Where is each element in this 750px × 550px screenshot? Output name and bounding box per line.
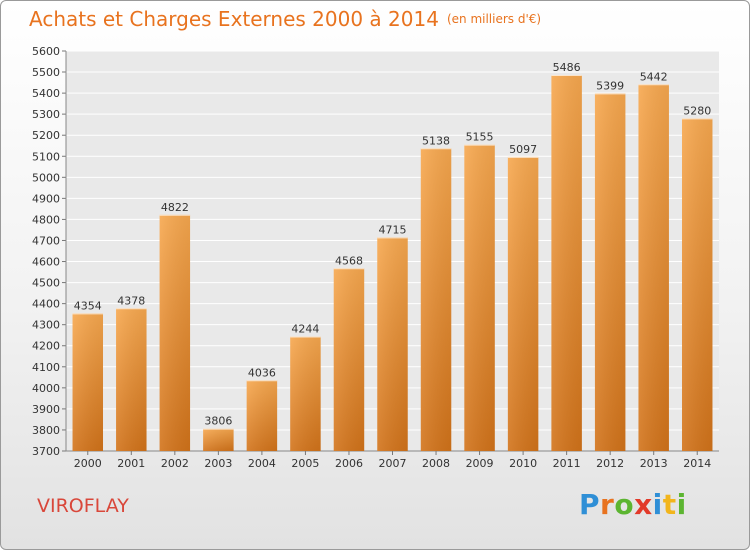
bar-shade <box>116 308 147 451</box>
y-tick-label: 5000 <box>32 171 60 184</box>
y-tick-label: 3700 <box>32 445 60 458</box>
x-tick-label: 2005 <box>291 457 319 470</box>
y-tick-label: 4700 <box>32 234 60 247</box>
x-tick-label: 2009 <box>466 457 494 470</box>
x-tick-label: 2007 <box>379 457 407 470</box>
logo-letter: P <box>579 488 601 521</box>
logo-letter: t <box>662 488 677 521</box>
x-tick-label: 2013 <box>640 457 668 470</box>
bar-shade <box>203 428 234 451</box>
x-tick-label: 2012 <box>596 457 624 470</box>
y-tick-label: 5500 <box>32 66 60 79</box>
value-label: 5138 <box>422 134 450 147</box>
y-tick-label: 4100 <box>32 361 60 374</box>
chart-title-text: Achats et Charges Externes 2000 à 2014 <box>29 7 439 31</box>
value-label: 4715 <box>379 223 407 236</box>
city-name: VIROFLAY <box>37 495 129 517</box>
x-tick-label: 2010 <box>509 457 537 470</box>
y-tick-label: 4400 <box>32 298 60 311</box>
bar-shade <box>246 380 278 451</box>
x-tick-label: 2008 <box>422 457 450 470</box>
value-label: 4378 <box>117 294 145 307</box>
value-label: 3806 <box>204 415 232 428</box>
value-label: 5399 <box>596 79 624 92</box>
x-tick-label: 2003 <box>204 457 232 470</box>
logo-letter: r <box>600 488 615 521</box>
x-tick-label: 2000 <box>74 457 102 470</box>
chart-subtitle: (en milliers d'€) <box>446 12 542 26</box>
y-tick-label: 5400 <box>32 87 60 100</box>
y-tick-label: 4800 <box>32 213 60 226</box>
x-tick-label: 2014 <box>683 457 711 470</box>
logo-letter: i <box>676 488 687 521</box>
bar-shade <box>377 237 408 451</box>
logo-letter: i <box>652 488 663 521</box>
value-label: 5097 <box>509 143 537 156</box>
bar-shade <box>594 93 626 451</box>
value-label: 4568 <box>335 254 363 267</box>
value-label: 4822 <box>161 201 189 214</box>
bar-shade <box>72 313 104 451</box>
x-tick-label: 2002 <box>161 457 189 470</box>
value-label: 5486 <box>553 61 581 74</box>
y-tick-label: 4300 <box>32 319 60 332</box>
value-label: 4036 <box>248 366 276 379</box>
x-tick-label: 2006 <box>335 457 363 470</box>
bar-shade <box>464 144 495 451</box>
x-tick-label: 2004 <box>248 457 276 470</box>
logo-letter: o <box>614 488 635 521</box>
y-tick-label: 4500 <box>32 277 60 290</box>
bar-shade <box>159 214 191 451</box>
bar-shade <box>333 268 365 451</box>
y-tick-label: 5100 <box>32 150 60 163</box>
value-label: 5442 <box>640 70 668 83</box>
bar-shade <box>420 148 452 451</box>
logo-letter: x <box>634 488 653 521</box>
proxiti-logo: Proxiti <box>579 488 687 521</box>
y-tick-label: 4600 <box>32 256 60 269</box>
chart-title: Achats et Charges Externes 2000 à 2014 (e… <box>29 7 541 31</box>
y-tick-label: 3800 <box>32 424 60 437</box>
y-tick-label: 4000 <box>32 382 60 395</box>
y-tick-label: 5300 <box>32 108 60 121</box>
y-tick-label: 4200 <box>32 340 60 353</box>
y-tick-label: 5600 <box>32 45 60 58</box>
value-label: 5155 <box>466 131 494 144</box>
x-tick-label: 2011 <box>553 457 581 470</box>
value-label: 4244 <box>291 322 319 335</box>
y-tick-label: 4900 <box>32 192 60 205</box>
value-label: 5280 <box>683 104 711 117</box>
bar-shade <box>290 336 321 451</box>
bar-shade <box>507 156 539 452</box>
bar-shade <box>681 118 713 452</box>
value-label: 4354 <box>74 299 102 312</box>
bar-shade <box>551 75 582 451</box>
y-tick-label: 5200 <box>32 129 60 142</box>
x-tick-label: 2001 <box>117 457 145 470</box>
bar-shade <box>638 84 669 452</box>
y-tick-label: 3900 <box>32 403 60 416</box>
